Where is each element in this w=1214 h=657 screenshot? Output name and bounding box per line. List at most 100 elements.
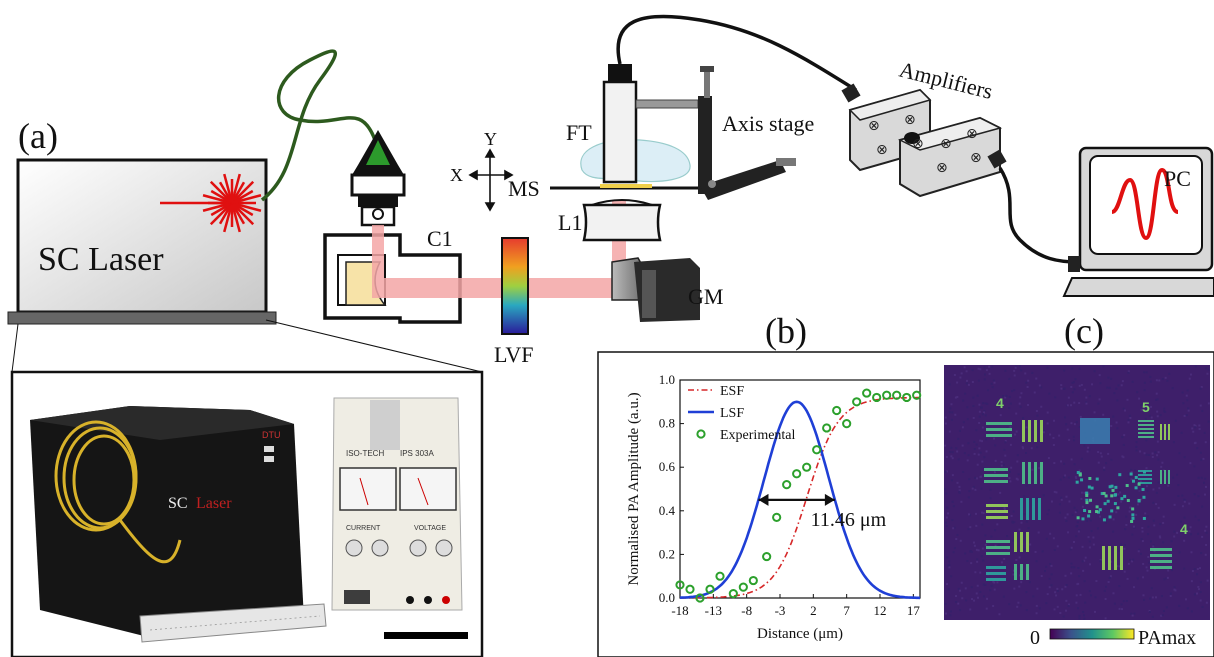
noise-pixel	[1207, 420, 1210, 423]
noise-pixel	[1071, 367, 1074, 370]
noise-pixel	[1183, 414, 1186, 417]
noise-pixel	[1093, 370, 1096, 373]
noise-pixel	[1159, 414, 1162, 417]
noise-pixel	[984, 402, 987, 405]
noise-pixel	[1040, 386, 1043, 389]
noise-pixel	[1201, 535, 1204, 538]
noise-pixel	[946, 556, 949, 559]
noise-pixel	[1187, 407, 1190, 410]
noise-pixel	[1185, 394, 1188, 397]
noise-pixel	[1044, 570, 1047, 573]
noise-pixel	[1199, 387, 1202, 390]
panel-label-a: (a)	[18, 116, 58, 156]
noise-pixel	[946, 564, 949, 567]
noise-pixel	[1002, 395, 1005, 398]
noise-pixel	[1151, 615, 1154, 618]
noise-pixel	[1119, 543, 1122, 546]
noise-pixel	[1080, 497, 1083, 500]
noise-pixel	[998, 613, 1001, 616]
target-bar	[1014, 532, 1017, 552]
noise-pixel	[1054, 591, 1057, 594]
noise-pixel	[994, 459, 997, 462]
noise-pixel	[1018, 556, 1021, 559]
noise-pixel	[1033, 391, 1036, 394]
noise-pixel	[1064, 474, 1067, 477]
noise-pixel	[976, 560, 979, 563]
noise-pixel	[950, 455, 953, 458]
target-fine-bar	[1110, 509, 1114, 513]
noise-pixel	[961, 426, 964, 429]
noise-pixel	[1065, 519, 1068, 522]
noise-pixel	[1161, 614, 1164, 617]
noise-pixel	[1052, 444, 1055, 447]
target-bar	[986, 546, 1010, 549]
target-bar	[1138, 482, 1152, 484]
noise-pixel	[1075, 509, 1078, 512]
noise-pixel	[966, 418, 969, 421]
noise-pixel	[968, 490, 971, 493]
noise-pixel	[1099, 560, 1102, 563]
noise-pixel	[996, 581, 999, 584]
noise-pixel	[959, 376, 962, 379]
noise-pixel	[1053, 490, 1056, 493]
noise-pixel	[1084, 601, 1087, 604]
x-axis-label: Distance (μm)	[757, 626, 843, 642]
noise-pixel	[967, 442, 970, 445]
target-bar	[986, 540, 1010, 543]
noise-pixel	[971, 487, 974, 490]
noise-pixel	[1112, 530, 1115, 533]
lvf-filter	[501, 237, 529, 335]
noise-pixel	[1140, 403, 1143, 406]
noise-pixel	[1040, 405, 1043, 408]
noise-pixel	[1023, 513, 1026, 516]
noise-pixel	[1055, 594, 1058, 597]
noise-pixel	[958, 485, 961, 488]
target-fine-bar	[1106, 499, 1110, 503]
pc-cable	[998, 167, 1079, 264]
noise-pixel	[1050, 573, 1053, 576]
noise-pixel	[1082, 569, 1085, 572]
noise-pixel	[1167, 484, 1170, 487]
noise-pixel	[1207, 368, 1210, 371]
noise-pixel	[1011, 521, 1014, 524]
target-fine-bar	[1075, 480, 1079, 484]
noise-pixel	[1133, 526, 1136, 529]
target-fine-bar	[1085, 493, 1089, 497]
noise-pixel	[1081, 505, 1084, 508]
noise-pixel	[1036, 587, 1039, 590]
noise-pixel	[1060, 384, 1063, 387]
noise-pixel	[1073, 506, 1076, 509]
noise-pixel	[1205, 525, 1208, 528]
noise-pixel	[1070, 458, 1073, 461]
noise-pixel	[1064, 516, 1067, 519]
noise-pixel	[1197, 588, 1200, 591]
noise-pixel	[959, 589, 962, 592]
target-bar	[1028, 462, 1031, 484]
noise-pixel	[1125, 600, 1128, 603]
noise-pixel	[1200, 476, 1203, 479]
transducer-ft	[602, 64, 699, 184]
noise-pixel	[1036, 496, 1039, 499]
noise-pixel	[1034, 550, 1037, 553]
target-bar	[986, 578, 1006, 581]
noise-pixel	[1013, 521, 1016, 524]
noise-pixel	[957, 587, 960, 590]
noise-pixel	[992, 604, 995, 607]
noise-pixel	[1137, 550, 1140, 553]
noise-pixel	[1078, 367, 1081, 370]
noise-pixel	[1139, 450, 1142, 453]
noise-pixel	[1112, 518, 1115, 521]
noise-pixel	[965, 370, 968, 373]
noise-pixel	[1190, 551, 1193, 554]
noise-pixel	[1193, 568, 1196, 571]
noise-pixel	[1194, 426, 1197, 429]
group-label: 4	[996, 395, 1004, 411]
noise-pixel	[1085, 519, 1088, 522]
noise-pixel	[1011, 390, 1014, 393]
legend-label: LSF	[720, 406, 744, 421]
noise-pixel	[1073, 439, 1076, 442]
noise-pixel	[1176, 531, 1179, 534]
target-bar	[1040, 420, 1043, 442]
noise-pixel	[1070, 572, 1073, 575]
target-fine-bar	[1142, 516, 1146, 520]
